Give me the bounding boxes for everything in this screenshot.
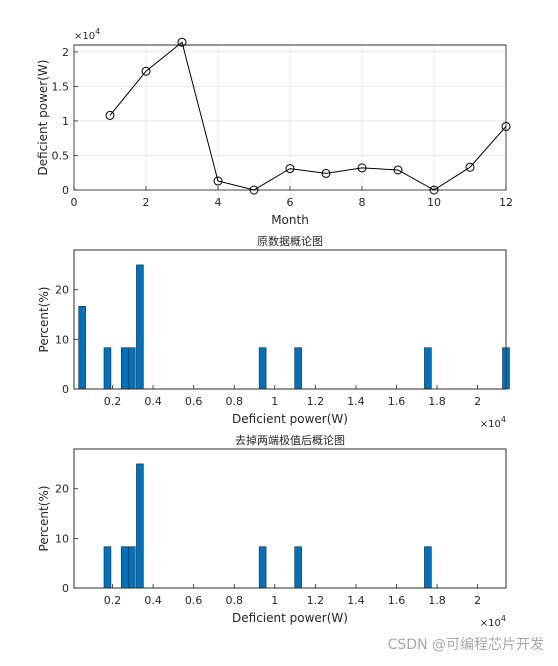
data-point (105, 110, 115, 120)
x-tick-label: 1.2 (307, 594, 325, 607)
bar (136, 463, 144, 589)
chart-2: 0.2 0.4 0.6 0.8 1 1.2 1.4 1.6 1.8 201020原数据概论图Def… (37, 234, 510, 426)
x-tick-label: 0.2 (104, 395, 122, 408)
x-axis-label: Month (271, 213, 309, 227)
bar (120, 347, 129, 390)
x-tick-label: 0 (71, 196, 78, 209)
bar (136, 264, 144, 390)
y-axis-label: Percent(%) (37, 287, 51, 353)
x-tick-label: 1 (271, 594, 278, 607)
x-tick-label: 1 (271, 395, 278, 408)
x-exponent-label: ×104 (480, 415, 506, 430)
x-exponent-label: ×104 (480, 614, 506, 629)
x-tick-label: 12 (499, 196, 513, 209)
y-tick-label: 0 (62, 383, 69, 396)
x-tick-label: 0.2 (104, 594, 122, 607)
x-tick-label: 0.6 (185, 395, 203, 408)
y-tick-label: 10 (55, 532, 69, 545)
data-point (213, 176, 223, 186)
bar (120, 546, 129, 589)
x-tick-label: 1.4 (347, 395, 365, 408)
chart-3: 0.2 0.4 0.6 0.8 1 1.2 1.4 1.6 1.8 201020去掉两端极值后概论… (37, 433, 507, 625)
x-tick-label: 8 (359, 196, 366, 209)
x-tick-label: 0.8 (225, 395, 243, 408)
axes-frame (73, 249, 507, 390)
series-line (109, 41, 507, 191)
x-tick-label: 0.8 (225, 594, 243, 607)
bar (424, 546, 432, 589)
x-tick-label: 1.6 (388, 594, 406, 607)
x-tick-label: 0.4 (144, 395, 162, 408)
x-tick-label: 1.8 (428, 594, 446, 607)
x-tick-label: 2 (474, 395, 481, 408)
data-point (177, 37, 187, 47)
chart-1: 0 2 4 6 8 10 12 0 0.5 1 1.5 2 Month Deficient power(W… (36, 37, 513, 227)
bar (128, 546, 136, 589)
y-tick-label: 1.5 (52, 80, 70, 93)
bar (78, 305, 86, 390)
bar (258, 546, 267, 589)
y-tick-label: 10 (55, 333, 69, 346)
x-tick-label: 6 (287, 196, 294, 209)
bar (103, 546, 112, 589)
chart-title: 原数据概论图 (257, 234, 323, 248)
y-tick-label: 2 (62, 46, 69, 59)
y-tick-label: 20 (55, 483, 69, 496)
bar (128, 347, 136, 390)
y-tick-label: 0.5 (52, 149, 70, 162)
y-axis-label: Percent(%) (37, 486, 51, 552)
x-tick-label: 10 (427, 196, 441, 209)
bar (294, 546, 302, 589)
y-tick-label: 20 (55, 284, 69, 297)
data-point (321, 168, 331, 178)
data-point (393, 165, 403, 175)
y-tick-label: 0 (62, 184, 69, 197)
x-axis-label: Deficient power(W) (232, 611, 348, 625)
x-tick-label: 1.8 (428, 395, 446, 408)
watermark-text: CSDN @可编程芯片开发 (387, 637, 544, 653)
bar (258, 347, 267, 390)
x-axis-label: Deficient power(W) (232, 412, 348, 426)
x-tick-label: 4 (215, 196, 222, 209)
x-tick-label: 1.6 (388, 395, 406, 408)
data-point (141, 66, 151, 76)
x-tick-label: 0.4 (144, 594, 162, 607)
data-point (357, 163, 367, 173)
data-point (465, 162, 475, 172)
y-tick-label: 0 (62, 582, 69, 595)
y-exponent-label: ×104 (74, 27, 100, 42)
data-point (501, 121, 511, 131)
data-point (249, 185, 259, 195)
y-tick-label: 1 (62, 115, 69, 128)
y-axis-label: Deficient power(W) (36, 60, 50, 176)
data-point (429, 185, 439, 195)
x-tick-label: 2 (143, 196, 150, 209)
bar (294, 347, 302, 390)
x-tick-label: 1.2 (307, 395, 325, 408)
data-point (285, 164, 295, 174)
axes-frame (73, 448, 507, 589)
x-tick-label: 0.6 (185, 594, 203, 607)
x-tick-label: 1.4 (347, 594, 365, 607)
x-tick-label: 2 (474, 594, 481, 607)
bar (103, 347, 112, 390)
bar (424, 347, 432, 390)
chart-title: 去掉两端极值后概论图 (235, 433, 345, 447)
